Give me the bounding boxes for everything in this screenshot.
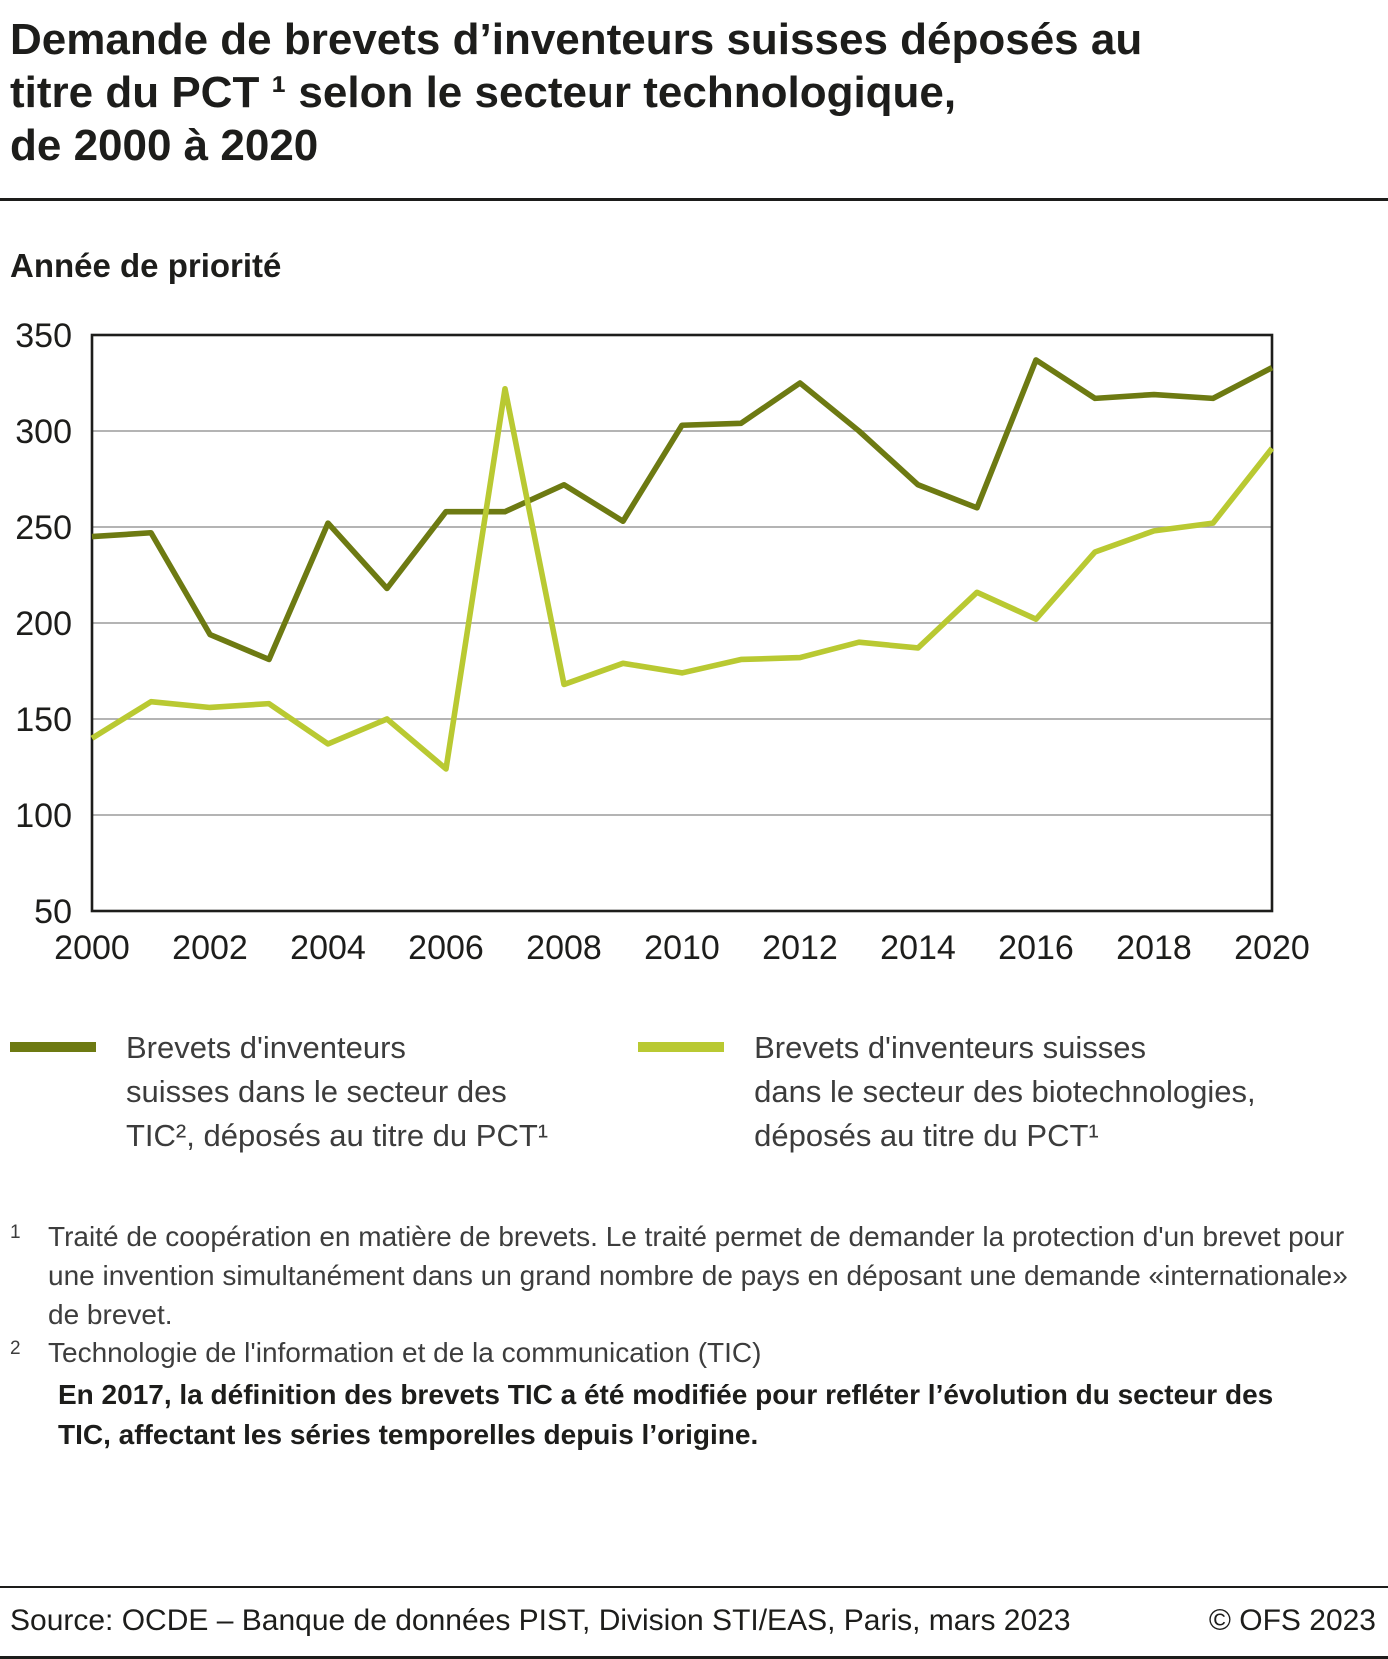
- legend: Brevets d'inventeurs suisses dans le sec…: [10, 1026, 1388, 1158]
- y-tick-label: 150: [15, 701, 72, 739]
- y-tick-label: 200: [15, 605, 72, 643]
- legend-label-biotech: Brevets d'inventeurs suisses dans le sec…: [754, 1030, 1256, 1154]
- x-tick-label: 2004: [290, 929, 366, 967]
- plot-border: [90, 334, 1274, 913]
- footer-top-divider: [0, 1586, 1388, 1588]
- note-bold: En 2017, la définition des brevets TIC a…: [58, 1378, 1274, 1450]
- footnotes: 1 Traité de coopération en matière de br…: [10, 1218, 1374, 1454]
- footnote-2-text: Technologie de l'information et de la co…: [48, 1337, 762, 1369]
- x-tick-label: 2018: [1116, 929, 1192, 967]
- y-tick-label: 100: [15, 797, 72, 835]
- x-tick-label: 2020: [1234, 929, 1310, 967]
- footer: Source: OCDE – Banque de données PIST, D…: [0, 1586, 1388, 1659]
- legend-item-tic: Brevets d'inventeurs suisses dans le sec…: [10, 1026, 548, 1158]
- axis-title: Année de priorité: [10, 247, 282, 285]
- footnote-1-marker: 1: [10, 1222, 21, 1244]
- chart-svg: 50 100 150 200 250 300 350 2000 2002 2004 2006 2008…: [15, 317, 1310, 967]
- x-tick-label: 2016: [998, 929, 1074, 967]
- y-tick-label: 350: [15, 317, 72, 355]
- footnote-2: 2 Technologie de l'information et de la …: [10, 1334, 1374, 1373]
- x-tick-label: 2012: [762, 929, 838, 967]
- footnote-1-text: Traité de coopération en matière de brev…: [48, 1221, 1348, 1330]
- source-text: Source: OCDE – Banque de données PIST, D…: [10, 1604, 1071, 1637]
- series-line-0: [91, 357, 1274, 663]
- x-tick-label: 2008: [526, 929, 602, 967]
- legend-swatch-1: [638, 1042, 725, 1053]
- legend-item-biotech: Brevets d'inventeurs suisses dans le sec…: [638, 1026, 1256, 1158]
- legend-label-tic: Brevets d'inventeurs suisses dans le sec…: [126, 1030, 549, 1154]
- footer-bottom-divider: [0, 1656, 1388, 1659]
- x-tick-label: 2010: [644, 929, 720, 967]
- series-line-1: [90, 386, 1275, 773]
- x-tick-label: 2000: [54, 929, 130, 967]
- title-divider: [0, 198, 1388, 202]
- copyright-text: © OFS 2023: [1208, 1604, 1376, 1637]
- chart-area: 50 100 150 200 250 300 350 2000 2002 2004 2006 2008…: [0, 305, 1388, 988]
- x-tick-label: 2014: [880, 929, 956, 967]
- header: Demande de brevets d’inventeurs suisses …: [0, 0, 1388, 172]
- y-tick-label: 250: [15, 509, 72, 547]
- footnote-2-marker: 2: [10, 1338, 21, 1360]
- y-tick-label: 50: [34, 893, 72, 931]
- legend-swatch-0: [10, 1042, 96, 1053]
- x-tick-label: 2006: [408, 929, 484, 967]
- footer-row: Source: OCDE – Banque de données PIST, D…: [0, 1588, 1388, 1656]
- footnote-1: 1 Traité de coopération en matière de br…: [10, 1218, 1374, 1334]
- page-title: Demande de brevets d’inventeurs suisses …: [10, 15, 1143, 170]
- y-tick-label: 300: [15, 413, 72, 451]
- x-tick-label: 2002: [172, 929, 248, 967]
